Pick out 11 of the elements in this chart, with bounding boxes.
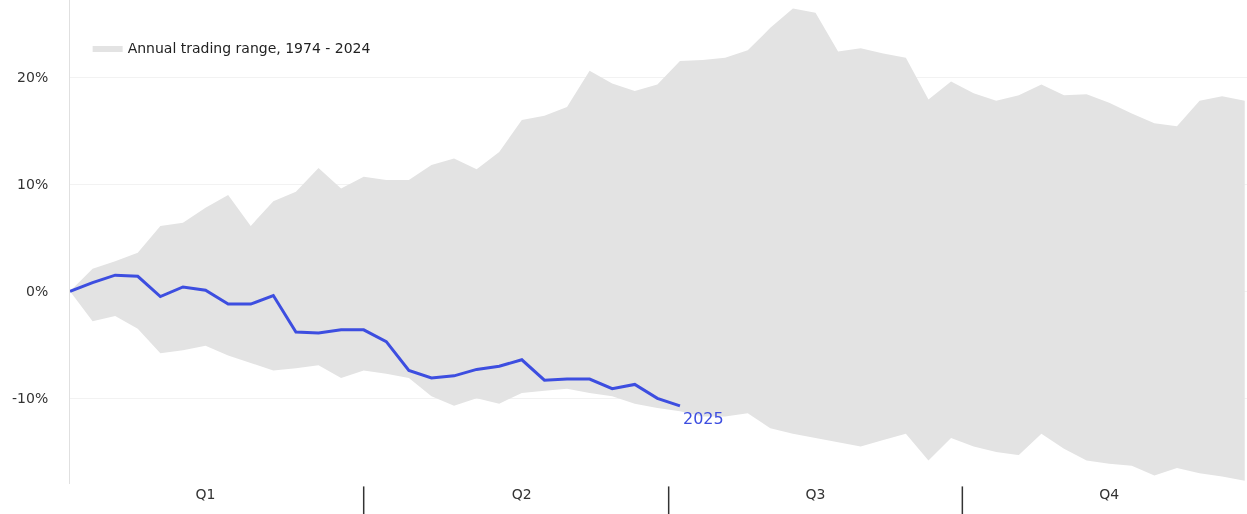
y-tick-label: 10% — [17, 176, 49, 193]
y-tick-label: 0% — [25, 283, 49, 300]
y-tick-label: -10% — [12, 390, 49, 407]
series-label: 2025 — [683, 409, 724, 428]
y-tick-label: 20% — [17, 69, 49, 85]
x-tick-label: Q2 — [511, 486, 532, 502]
legend-label: Annual trading range, 1974 - 2024 — [127, 40, 371, 57]
x-tick-label: Q4 — [1099, 486, 1120, 502]
line-series — [70, 273, 682, 408]
x-tick-label: Q3 — [805, 486, 826, 502]
x-tick-label: Q1 — [195, 486, 216, 502]
